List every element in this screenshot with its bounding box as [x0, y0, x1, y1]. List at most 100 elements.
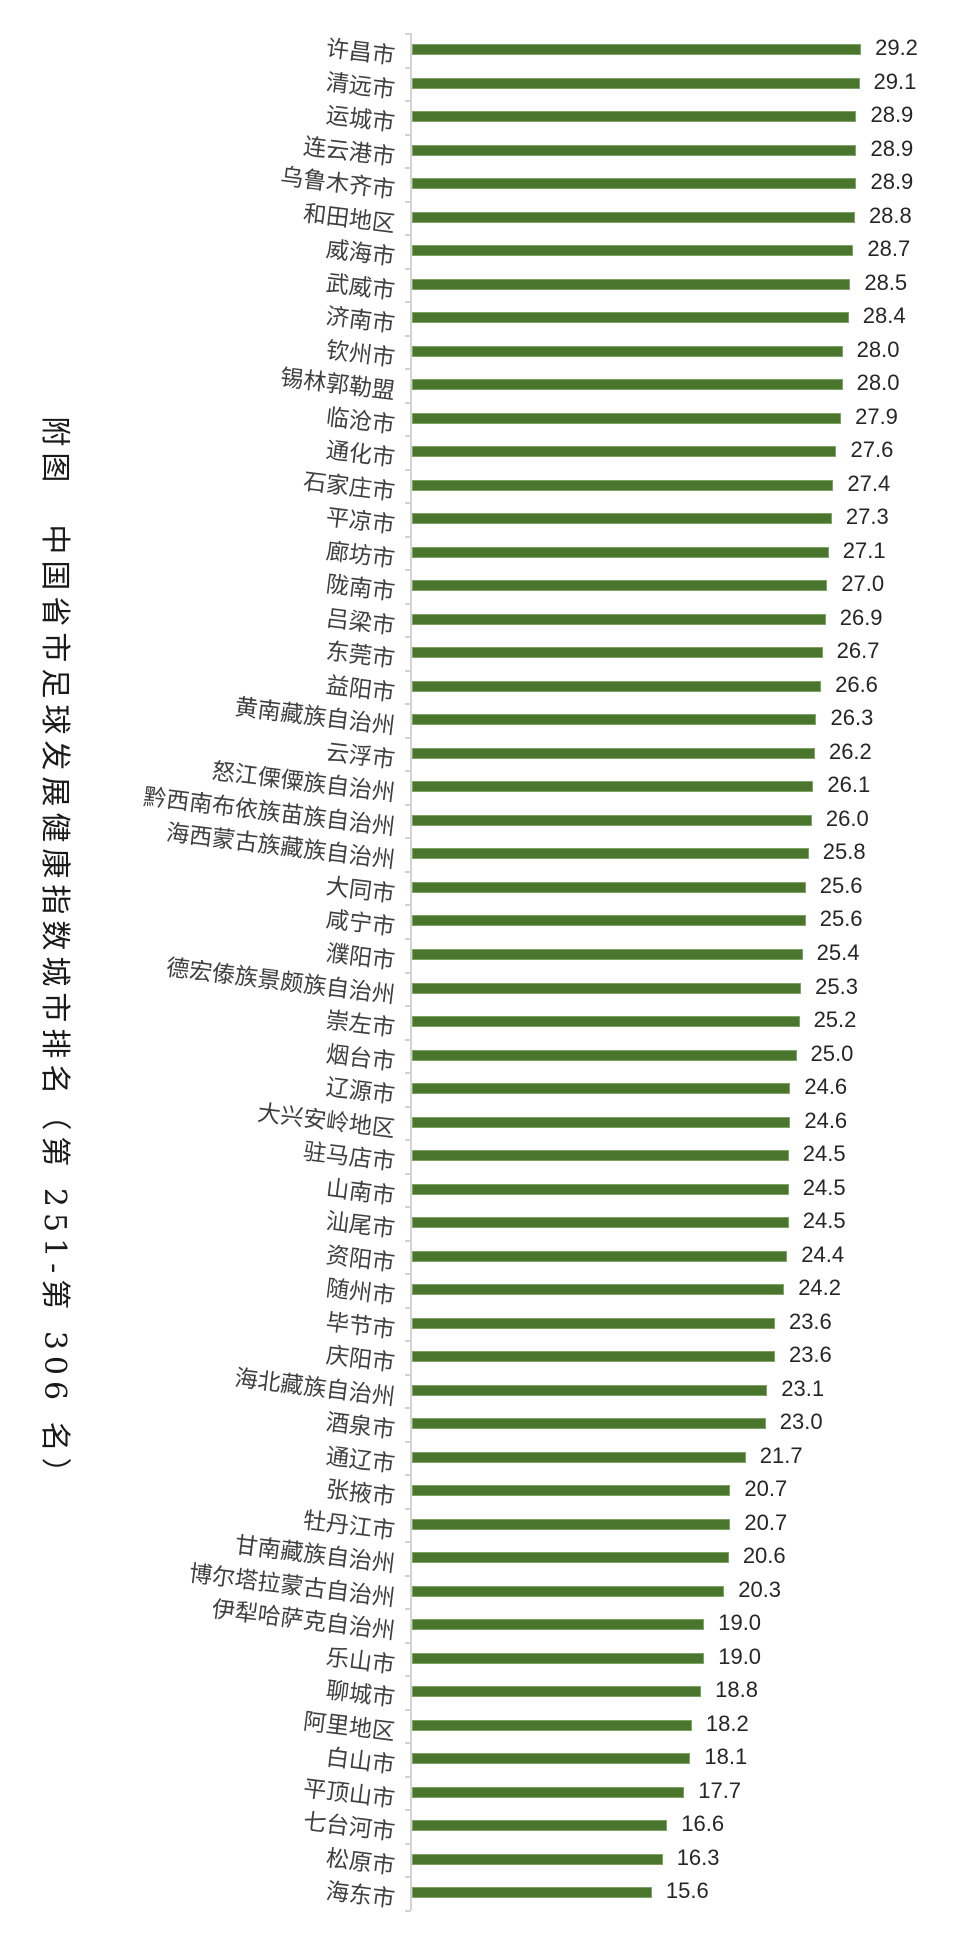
- bar-row: 德宏傣族景颇族自治州 25.3: [0, 955, 977, 1009]
- axis-tick: [405, 1507, 411, 1510]
- bar-row: 吕梁市 26.9: [0, 602, 977, 640]
- bar-row: 驻马店市 24.5: [0, 1139, 977, 1176]
- bar: [412, 1083, 791, 1095]
- axis-tick: [405, 1239, 411, 1242]
- value-label: 20.3: [738, 1576, 782, 1602]
- bar: [412, 814, 812, 826]
- axis-tick: [405, 167, 411, 170]
- bar-row: 黔西南布依族苗族自治州 26.0: [0, 784, 977, 841]
- bar: [412, 1351, 775, 1363]
- bar-row: 大兴安岭地区 24.6: [0, 1100, 977, 1143]
- bar-row: 武威市 28.5: [0, 267, 977, 305]
- bar-row: 云浮市 26.2: [0, 736, 977, 774]
- bar: [412, 1150, 789, 1162]
- bar-row: 随州市 24.2: [0, 1273, 977, 1310]
- value-label: 26.2: [828, 738, 872, 764]
- axis-tick: [405, 1273, 411, 1276]
- bar-row: 山南市 24.5: [0, 1172, 977, 1209]
- axis-tick: [405, 234, 411, 237]
- value-label: 19.0: [718, 1643, 762, 1669]
- value-label: 28.8: [868, 202, 912, 228]
- bar-row: 乐山市 19.0: [0, 1641, 977, 1679]
- value-label: 26.0: [825, 805, 869, 831]
- value-label: 27.3: [845, 504, 889, 530]
- value-label: 28.5: [864, 269, 908, 295]
- bar: [412, 245, 854, 257]
- bar-row: 濮阳市 25.4: [0, 937, 977, 975]
- axis-tick: [405, 1005, 411, 1008]
- bar-row: 崇左市 25.2: [0, 1005, 977, 1042]
- axis-tick: [405, 1206, 411, 1209]
- axis-tick: [405, 100, 411, 103]
- bar: [412, 580, 828, 592]
- bar-row: 博尔塔拉蒙古自治州 20.3: [0, 1561, 977, 1612]
- value-label: 25.6: [819, 906, 863, 932]
- axis-tick: [405, 602, 411, 605]
- value-label: 24.6: [804, 1074, 848, 1100]
- value-label: 25.4: [816, 939, 860, 965]
- bar-row: 东莞市 26.7: [0, 636, 977, 673]
- axis-tick: [405, 1641, 411, 1644]
- value-label: 23.1: [781, 1375, 825, 1401]
- axis-tick: [405, 1306, 411, 1309]
- axis-tick: [405, 1474, 411, 1477]
- axis-tick: [405, 1675, 411, 1678]
- bar-row: 运城市 28.9: [0, 100, 977, 137]
- bar: [412, 680, 822, 692]
- value-label: 24.4: [801, 1241, 845, 1267]
- bar: [412, 412, 842, 424]
- value-label: 21.7: [759, 1442, 803, 1468]
- value-label: 27.6: [850, 437, 894, 463]
- bar-row: 白山市 18.1: [0, 1742, 977, 1779]
- bar: [412, 144, 857, 156]
- value-label: 23.0: [779, 1409, 823, 1435]
- bar: [412, 1820, 668, 1832]
- bar-row: 伊犁哈萨克自治州 19.0: [0, 1597, 977, 1645]
- value-label: 28.9: [870, 135, 914, 161]
- value-label: 26.1: [827, 772, 871, 798]
- bar: [412, 848, 809, 860]
- axis-tick: [405, 1876, 411, 1879]
- value-label: 27.4: [847, 470, 891, 496]
- axis-tick: [405, 1742, 411, 1745]
- value-label: 25.0: [810, 1040, 854, 1066]
- axis-tick: [405, 1440, 411, 1443]
- bar: [412, 111, 857, 123]
- bar: [412, 1451, 746, 1463]
- value-label: 17.7: [698, 1777, 742, 1803]
- axis-tick: [405, 1910, 411, 1912]
- axis-tick: [405, 401, 411, 404]
- bar-row: 海西蒙古族藏族自治州 25.8: [0, 820, 977, 874]
- bar-row: 辽源市 24.6: [0, 1072, 977, 1109]
- value-label: 29.2: [875, 35, 918, 60]
- bar: [412, 982, 802, 994]
- value-label: 28.4: [862, 303, 906, 329]
- bar: [412, 1518, 731, 1530]
- axis-tick: [405, 1172, 411, 1175]
- value-label: 26.9: [839, 604, 883, 630]
- value-label: 18.2: [705, 1710, 749, 1736]
- category-axis: [410, 33, 412, 1910]
- bar: [412, 781, 814, 793]
- axis-tick: [405, 669, 411, 672]
- value-label: 25.6: [819, 872, 863, 898]
- bar-row: 汕尾市 24.5: [0, 1206, 977, 1243]
- bar-row: 七台河市 16.6: [0, 1809, 977, 1846]
- bar-row: 石家庄市 27.4: [0, 469, 977, 506]
- bar-row: 和田地区 28.8: [0, 200, 977, 237]
- axis-tick: [405, 1842, 411, 1845]
- bar-row: 济南市 28.4: [0, 301, 977, 338]
- bar: [412, 345, 843, 357]
- axis-tick: [405, 1708, 411, 1711]
- value-label: 24.5: [802, 1208, 846, 1234]
- axis-tick: [405, 837, 411, 840]
- bar: [412, 1887, 652, 1899]
- axis-tick: [405, 1072, 411, 1075]
- bar-row: 钦州市 28.0: [0, 334, 977, 372]
- axis-tick: [405, 1809, 411, 1812]
- axis-tick: [405, 1608, 411, 1611]
- value-label: 29.1: [873, 68, 917, 94]
- value-label: 28.7: [867, 236, 911, 262]
- axis-tick: [405, 334, 411, 337]
